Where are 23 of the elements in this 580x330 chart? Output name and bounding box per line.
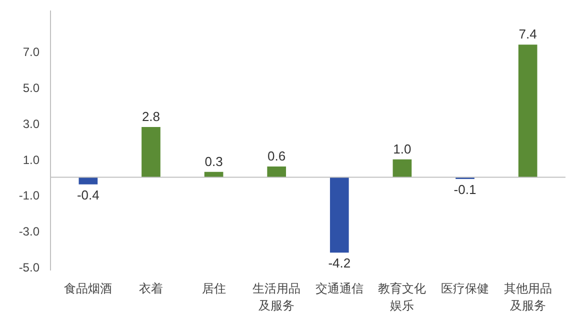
y-tick-label: 7.0 [22,45,40,60]
x-tick-label: 交通通信 [315,282,364,296]
y-tick-label: 5.0 [22,81,40,96]
data-label: 0.6 [268,148,286,164]
data-label: 0.3 [204,154,223,169]
x-tick-label: 教育文化娱乐 [378,282,426,312]
x-tick-label: 衣着 [138,282,163,296]
data-label: -0.4 [76,187,100,202]
y-tick-label: 3.0 [22,116,40,131]
data-label: 2.8 [142,109,160,124]
data-label: 7.4 [518,26,537,42]
y-tick-label: -3.0 [18,224,40,239]
x-tick-label: 食品烟酒 [64,282,112,296]
data-label: 1.0 [393,141,412,156]
data-label: -4.2 [328,256,351,271]
y-tick-label: -1.0 [18,188,40,203]
y-tick-label: -5.0 [18,260,40,274]
x-tick-label: 医疗保健 [441,282,490,296]
x-tick-label: 生活用品及服务 [252,282,301,312]
data-label: -0.1 [454,182,476,198]
x-tick-label: 居住 [202,282,226,296]
x-tick-label: 其他用品及服务 [504,282,552,312]
y-tick-label: 1.0 [22,152,40,167]
